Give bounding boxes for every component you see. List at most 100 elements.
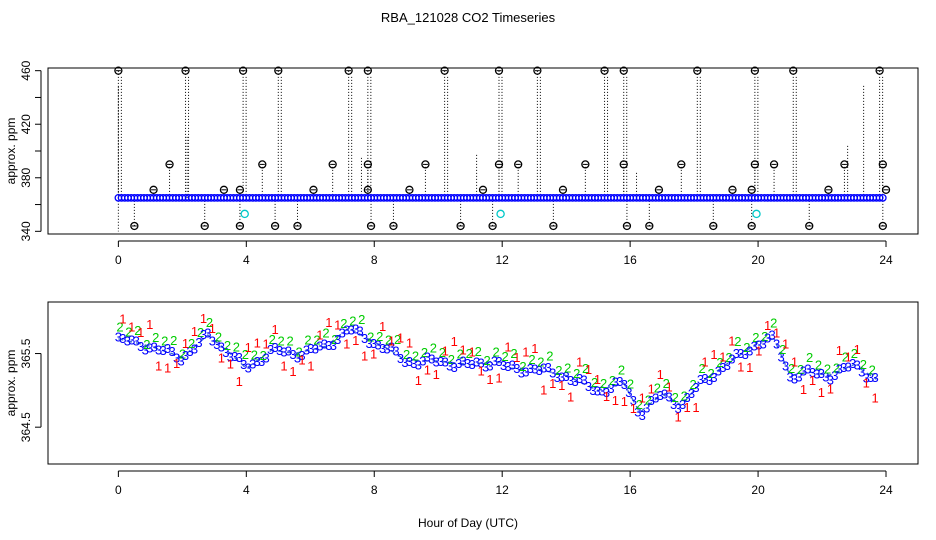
bottom-y-axis-label: approx. ppm <box>4 350 18 417</box>
bottom-y-axis: 364.5 365.5 <box>19 338 42 442</box>
series-2-point: 2 <box>501 349 508 364</box>
series-3-point: 3 <box>401 355 408 370</box>
series-3-point: 3 <box>742 347 749 362</box>
black-marker <box>440 66 449 75</box>
y-tick-label: 420 <box>19 114 33 134</box>
top-y-axis-label: approx. ppm <box>4 118 18 185</box>
black-marker <box>728 185 737 194</box>
series-3-point: 3 <box>298 348 305 363</box>
black-marker <box>149 185 158 194</box>
series-3-point: 3 <box>186 344 193 359</box>
series-3-point: 3 <box>419 354 426 369</box>
series-1-point: 1 <box>621 394 628 409</box>
series-3-point: 3 <box>258 354 265 369</box>
series-3-point: 3 <box>200 327 207 342</box>
black-marker <box>309 185 318 194</box>
series-3-point: 3 <box>446 358 453 373</box>
black-marker <box>747 221 756 231</box>
series-3-point: 3 <box>325 338 332 353</box>
x-tick-label: 8 <box>371 483 378 497</box>
series-3-point: 3 <box>733 346 740 361</box>
series-1-point: 1 <box>137 325 144 340</box>
series-1-point: 1 <box>666 380 673 395</box>
black-marker <box>824 185 833 194</box>
series-2-point: 2 <box>251 347 258 362</box>
black-marker <box>654 185 664 194</box>
series-1-point: 1 <box>657 367 664 382</box>
series-2-point: 2 <box>475 344 482 359</box>
series-1-point: 1 <box>603 389 610 404</box>
series-1-point: 1 <box>209 321 216 336</box>
series-2-point: 2 <box>412 348 419 363</box>
series-1-point: 1 <box>289 364 296 379</box>
series-3-point: 3 <box>383 341 390 356</box>
black-marker <box>878 221 887 231</box>
series-3-point: 3 <box>536 363 543 378</box>
series-3-point: 3 <box>428 351 435 366</box>
series-1-point: 1 <box>397 331 404 346</box>
series-2-point: 2 <box>170 333 177 348</box>
series-1-point: 1 <box>773 326 780 341</box>
series-1-point: 1 <box>406 336 413 351</box>
series-1-point: 1 <box>254 336 261 351</box>
series-3-point: 3 <box>312 341 319 356</box>
black-marker <box>363 160 373 169</box>
series-1-point: 1 <box>263 336 270 351</box>
series-2-point: 2 <box>206 315 213 330</box>
series-2-point: 2 <box>663 376 670 391</box>
series-3-point: 3 <box>576 371 583 386</box>
series-2-point: 2 <box>358 312 365 327</box>
black-marker <box>114 66 123 75</box>
series-2-point: 2 <box>591 375 598 390</box>
series-1-point: 1 <box>674 409 681 424</box>
series-1-point: 1 <box>236 374 243 389</box>
series-3-point: 3 <box>728 352 735 367</box>
series-3-point: 3 <box>361 331 368 346</box>
series-3-point: 3 <box>540 361 547 376</box>
series-2-point: 2 <box>421 345 428 360</box>
series-3-point: 3 <box>137 339 144 354</box>
series-3-point: 3 <box>486 359 493 374</box>
series-3-point: 3 <box>670 397 677 412</box>
series-1-point: 1 <box>325 315 332 330</box>
series-3-point: 3 <box>607 381 614 396</box>
series-3-point: 3 <box>424 350 431 365</box>
series-3-point: 3 <box>522 364 529 379</box>
series-2-point: 2 <box>573 366 580 381</box>
series-3-point: 3 <box>621 377 628 392</box>
black-marker <box>622 221 632 231</box>
black-marker <box>488 221 497 231</box>
black-marker <box>366 221 376 231</box>
series-2-point: 2 <box>672 390 679 405</box>
series-3-point: 3 <box>133 333 140 348</box>
series-1-point: 1 <box>612 393 619 408</box>
series-2-point: 2 <box>385 333 392 348</box>
series-1-point: 1 <box>513 350 520 365</box>
series-1-point: 1 <box>173 356 180 371</box>
series-1-point: 1 <box>540 383 547 398</box>
figure-title: RBA_121028 CO2 Timeseries <box>381 10 556 25</box>
x-tick-label: 24 <box>879 253 893 267</box>
series-3-point: 3 <box>442 354 449 369</box>
series-3-point: 3 <box>836 362 843 377</box>
series-3-point: 3 <box>415 357 422 372</box>
series-2-point: 2 <box>278 334 285 349</box>
black-marker <box>789 66 798 75</box>
series-1-point: 1 <box>836 343 843 358</box>
series-2-point: 2 <box>510 346 517 361</box>
series-3-point: 3 <box>518 365 525 380</box>
series-3-point: 3 <box>769 328 776 343</box>
x-tick-label: 20 <box>751 253 765 267</box>
series-1-point: 1 <box>845 349 852 364</box>
series-2-point: 2 <box>116 319 123 334</box>
series-1-point: 1 <box>746 360 753 375</box>
series-2-point: 2 <box>215 330 222 345</box>
series-1-point: 1 <box>155 358 162 373</box>
series-1-point: 1 <box>522 344 529 359</box>
series-1-point: 1 <box>576 354 583 369</box>
series-3-point: 3 <box>374 337 381 352</box>
series-2-point: 2 <box>331 332 338 347</box>
series-3-point: 3 <box>625 385 632 400</box>
series-1-point: 1 <box>639 390 646 405</box>
series-3-point: 3 <box>410 356 417 371</box>
